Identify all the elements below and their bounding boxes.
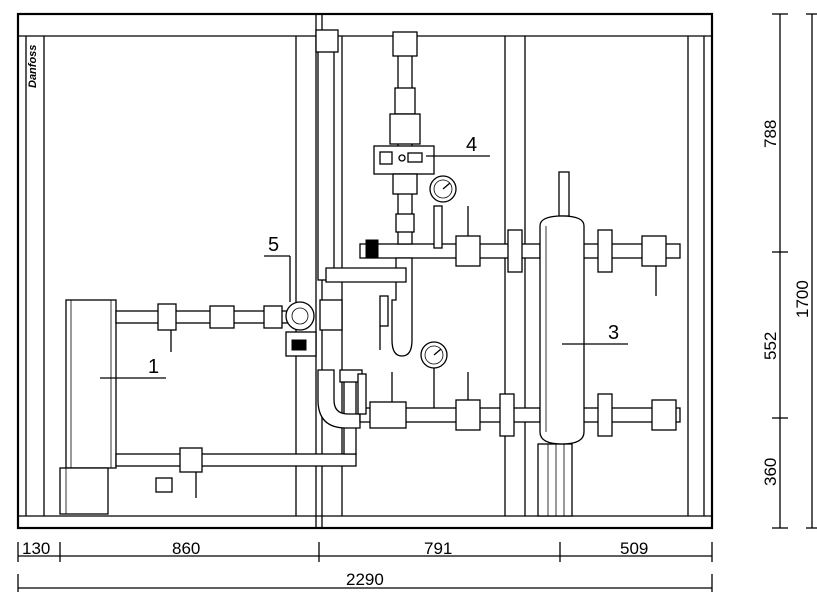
valves: [155, 205, 677, 498]
riser-valve: [315, 29, 339, 53]
danfoss-logo: Danfoss: [27, 45, 39, 88]
dim-1700: 1700: [793, 280, 812, 318]
callout-4-label: 4: [466, 134, 477, 156]
dim-2290: 2290: [346, 570, 384, 589]
callout-4: 4: [426, 134, 490, 157]
callout-5-label: 5: [268, 234, 279, 256]
callout-3: 3: [562, 322, 628, 345]
heat-exchanger: [59, 299, 117, 515]
horizontal-dimensions: 130 860 791 509 2290: [17, 539, 713, 592]
dim-552: 552: [761, 332, 780, 360]
mixing-valve: [285, 299, 343, 357]
dim-509: 509: [620, 539, 648, 558]
dim-788: 788: [761, 120, 780, 148]
dim-360: 360: [761, 458, 780, 486]
callout-1-label: 1: [148, 356, 159, 378]
hydraulic-separator: [539, 215, 585, 445]
vertical-dimensions: 788 552 360 1700: [761, 13, 817, 529]
callout-5: 5: [264, 234, 291, 302]
callout-1: 1: [100, 356, 166, 379]
dim-860: 860: [172, 539, 200, 558]
callout-3-label: 3: [608, 322, 619, 344]
dim-791: 791: [424, 539, 452, 558]
dim-130: 130: [22, 539, 50, 558]
pressure-gauges: [420, 175, 457, 408]
pump-assembly: [373, 31, 435, 233]
